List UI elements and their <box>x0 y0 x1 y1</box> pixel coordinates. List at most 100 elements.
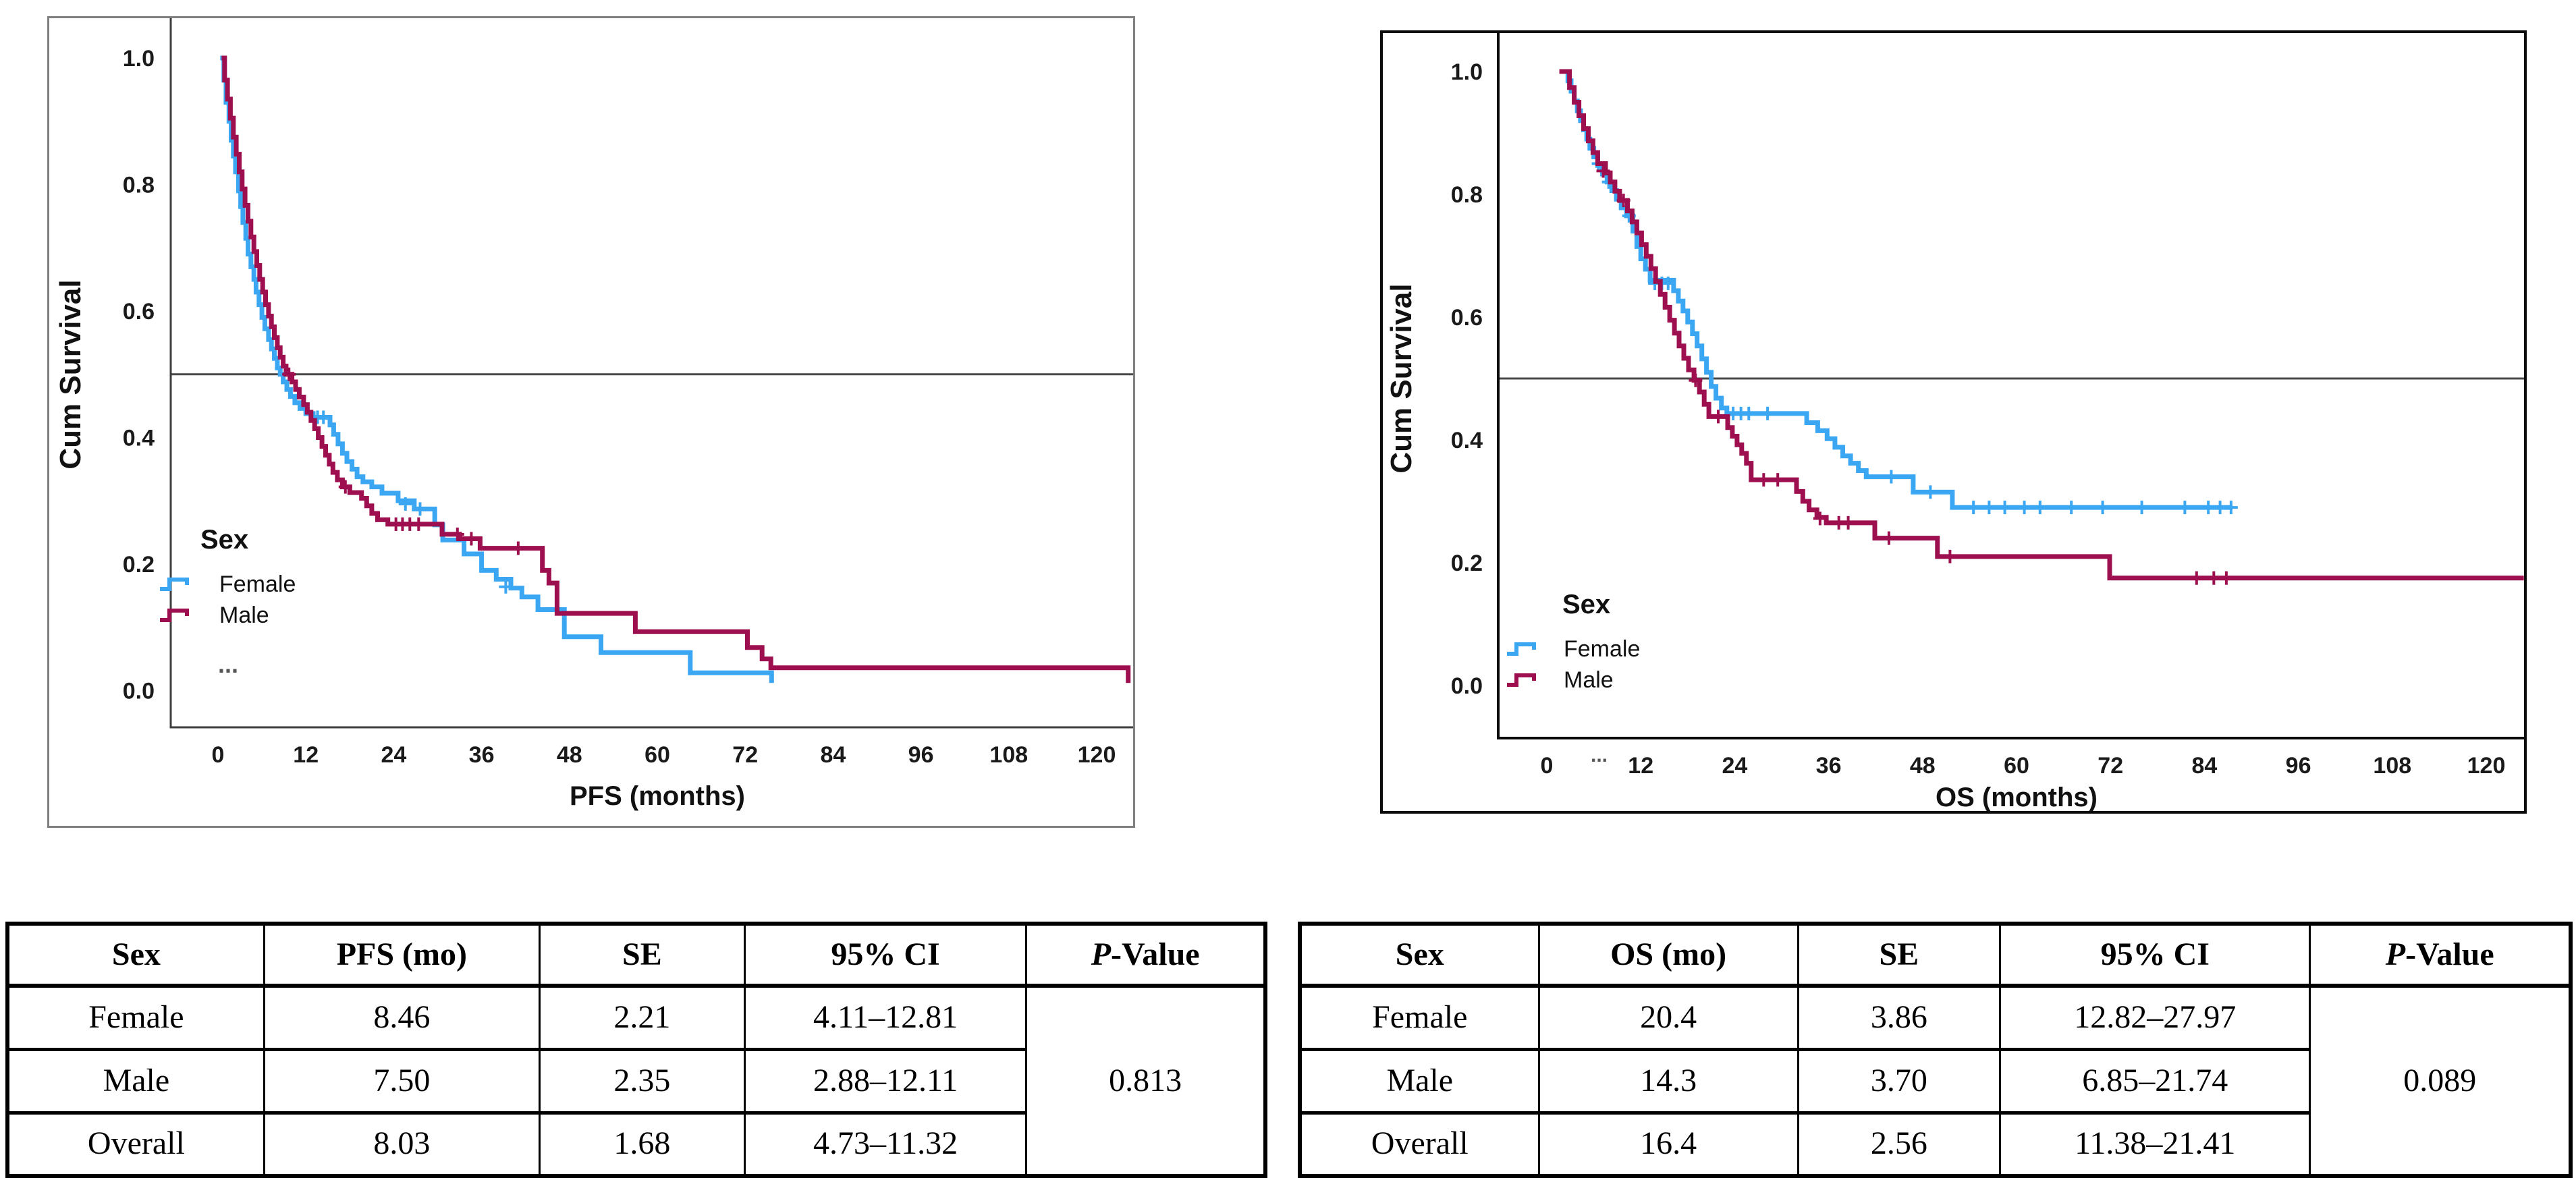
y-tick-label: 0.6 <box>1451 305 1483 331</box>
os-stats-table: Sex OS (mo) SE 95% CI P-Value Female 20.… <box>1298 922 2573 1178</box>
y-tick-label: 0.8 <box>123 173 155 198</box>
cell-p-value: 0.089 <box>2309 984 2572 1176</box>
x-tick-label: 0 <box>1541 753 1554 779</box>
os-km-chart: 1.0 0.8 0.6 0.4 0.2 0.0 0 12 24 36 48 60 72 84 96 108 12… <box>1380 30 2527 814</box>
table-row: Male 7.50 2.35 2.88–12.11 <box>6 1047 1265 1113</box>
series-curve-male <box>221 55 1131 683</box>
cell-group: Male <box>1298 1047 1540 1113</box>
header-se: SE <box>538 924 746 988</box>
x-tick-label: 48 <box>1910 753 1936 779</box>
x-tick-label: 120 <box>1078 742 1116 768</box>
os-stats-table-grid: Sex OS (mo) SE 95% CI P-Value Female 20.… <box>1298 922 2573 1178</box>
p-rest: -Value <box>1111 936 1200 972</box>
x-tick-label: 24 <box>1722 753 1747 779</box>
p-italic: P <box>1091 936 1112 972</box>
pfs-stats-table: Sex PFS (mo) SE 95% CI P-Value Female 8.… <box>5 922 1267 1178</box>
header-os-mo: OS (mo) <box>1537 924 1799 988</box>
table-header-row: Sex PFS (mo) SE 95% CI P-Value <box>6 924 1267 988</box>
x-tick-label: 60 <box>645 742 670 768</box>
table-row: Overall 8.03 1.68 4.73–11.32 <box>6 1111 1265 1176</box>
cell-se: 2.21 <box>538 984 746 1049</box>
cell-ci: 2.88–12.11 <box>743 1047 1028 1113</box>
cell-group: Overall <box>6 1111 265 1176</box>
header-ci: 95% CI <box>743 924 1028 988</box>
legend-title: Sex <box>200 525 248 555</box>
header-p-value: P-Value <box>1025 924 1267 988</box>
legend: Sex Female Male... <box>160 525 296 678</box>
series-curve-male <box>1559 69 2524 581</box>
cell-ci: 4.73–11.32 <box>743 1111 1028 1176</box>
x-tick-label: 36 <box>1816 753 1842 779</box>
p-rest: -Value <box>2405 936 2494 972</box>
x-tick-label: 84 <box>820 742 846 768</box>
cell-se: 1.68 <box>538 1111 746 1176</box>
table-row: Male 14.3 3.70 6.85–21.74 <box>1298 1047 2571 1113</box>
header-sex: Sex <box>1298 924 1540 988</box>
legend-step-glyph-female <box>160 578 189 591</box>
legend-step-glyph-male <box>160 609 189 622</box>
x-tick-label: 96 <box>2286 753 2311 779</box>
header-sex: Sex <box>6 924 265 988</box>
legend-ellipsis: ... <box>218 650 238 678</box>
legend-label-female: Female <box>219 571 296 597</box>
legend-ellipsis: ... <box>1591 744 1608 766</box>
table-row: Female 20.4 3.86 12.82–27.97 0.089 <box>1298 984 2572 1176</box>
censor-marks-male <box>1596 164 2233 585</box>
x-tick-label: 72 <box>2098 753 2123 779</box>
header-ci: 95% CI <box>1999 924 2311 988</box>
table-header-row: Sex OS (mo) SE 95% CI P-Value <box>1298 924 2572 988</box>
x-tick-label: 12 <box>1628 753 1653 779</box>
cell-median: 14.3 <box>1537 1047 1799 1113</box>
header-pfs-mo: PFS (mo) <box>263 924 541 988</box>
pfs-km-chart: 1.0 0.8 0.6 0.4 0.2 0.0 0 12 24 36 48 60 72 84 96 108 12… <box>47 16 1135 828</box>
x-tick-label: 84 <box>2191 753 2217 779</box>
cell-ci: 11.38–21.41 <box>1999 1111 2311 1176</box>
y-axis-title: Cum Survival <box>54 279 87 469</box>
y-tick-label: 1.0 <box>123 46 155 72</box>
censor-marks-female <box>310 410 513 594</box>
cell-se: 3.86 <box>1797 984 2002 1049</box>
cell-se: 2.56 <box>1797 1111 2002 1176</box>
cell-p-value: 0.813 <box>1025 984 1267 1176</box>
legend-label-female: Female <box>1564 636 1640 662</box>
cell-median: 8.46 <box>263 984 541 1049</box>
y-tick-label: 0.2 <box>123 552 155 578</box>
censor-marks-male <box>282 367 525 555</box>
y-tick-label: 1.0 <box>1451 59 1483 85</box>
table-row: Overall 16.4 2.56 11.38–21.41 <box>1298 1111 2571 1176</box>
cell-ci: 6.85–21.74 <box>1999 1047 2311 1113</box>
x-tick-label: 72 <box>732 742 758 768</box>
cell-group: Male <box>6 1047 265 1113</box>
cell-ci: 4.11–12.81 <box>743 984 1028 1049</box>
cell-median: 20.4 <box>1537 984 1799 1049</box>
header-p-value: P-Value <box>2309 924 2572 988</box>
y-tick-label: 0.0 <box>123 679 155 704</box>
x-tick-label: 36 <box>469 742 495 768</box>
cell-median: 7.50 <box>263 1047 541 1113</box>
x-axis-title: PFS (months) <box>570 781 745 811</box>
series-curve-female <box>220 55 774 683</box>
censor-marks-female <box>1591 157 2238 515</box>
x-axis-title: OS (months) <box>1936 783 2098 811</box>
cell-group: Female <box>1298 984 1540 1049</box>
cell-ci: 12.82–27.97 <box>1999 984 2311 1049</box>
cell-se: 2.35 <box>538 1047 746 1113</box>
cell-group: Female <box>6 984 265 1049</box>
header-se: SE <box>1797 924 2002 988</box>
pfs-plot-svg: 1.0 0.8 0.6 0.4 0.2 0.0 0 12 24 36 48 60 72 84 96 108 12… <box>54 18 1133 811</box>
x-tick-label: 24 <box>381 742 406 768</box>
y-axis-title: Cum Survival <box>1385 283 1418 473</box>
y-tick-label: 0.4 <box>1451 428 1483 453</box>
x-tick-label: 48 <box>557 742 582 768</box>
legend: Sex Female Male... <box>1507 590 1640 766</box>
x-tick-label: 60 <box>2004 753 2029 779</box>
y-tick-label: 0.0 <box>1451 673 1483 699</box>
legend-label-male: Male <box>219 602 269 628</box>
cell-group: Overall <box>1298 1111 1540 1176</box>
cell-median: 16.4 <box>1537 1111 1799 1176</box>
y-tick-label: 0.2 <box>1451 551 1483 576</box>
y-tick-label: 0.8 <box>1451 182 1483 208</box>
x-tick-label: 108 <box>2373 753 2411 779</box>
legend-step-glyph-female <box>1507 642 1536 656</box>
